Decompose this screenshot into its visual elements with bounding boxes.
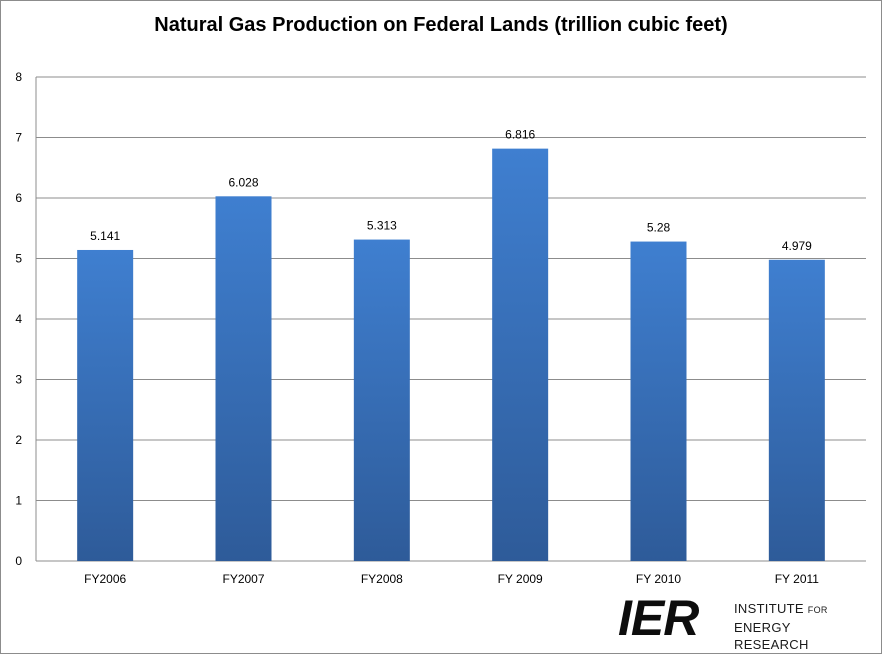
x-tick-label: FY2007 bbox=[222, 572, 264, 586]
y-tick-label: 7 bbox=[15, 131, 22, 145]
logo-line1-small: FOR bbox=[807, 605, 828, 615]
logo-line1-big: INSTITUTE bbox=[734, 601, 804, 616]
y-tick-label: 6 bbox=[15, 191, 22, 205]
bar bbox=[77, 249, 134, 562]
y-tick-label: 5 bbox=[15, 252, 22, 266]
x-tick-label: FY 2009 bbox=[498, 572, 543, 586]
ier-logo-mark: IER bbox=[618, 590, 699, 646]
bar bbox=[492, 148, 549, 561]
data-label: 6.028 bbox=[228, 175, 258, 189]
data-label: 5.28 bbox=[647, 221, 671, 235]
y-tick-label: 8 bbox=[15, 70, 22, 84]
bar bbox=[353, 239, 410, 561]
y-tick-label: 4 bbox=[15, 312, 22, 326]
x-tick-label: FY 2011 bbox=[775, 572, 820, 586]
y-tick-label: 2 bbox=[15, 433, 22, 447]
y-tick-label: 0 bbox=[15, 554, 22, 568]
y-tick-label: 3 bbox=[15, 373, 22, 387]
y-tick-label: 1 bbox=[15, 494, 22, 508]
logo-line2: ENERGY RESEARCH bbox=[734, 620, 809, 652]
bar bbox=[768, 259, 825, 561]
x-tick-label: FY 2010 bbox=[636, 572, 681, 586]
ier-logo-text: INSTITUTE FOR ENERGY RESEARCH bbox=[734, 600, 868, 653]
data-label: 4.979 bbox=[782, 239, 812, 253]
data-label: 5.141 bbox=[90, 229, 120, 243]
chart-title: Natural Gas Production on Federal Lands … bbox=[154, 14, 728, 36]
bar bbox=[630, 241, 687, 561]
x-tick-label: FY2008 bbox=[361, 572, 403, 586]
x-tick-label: FY2006 bbox=[84, 572, 126, 586]
data-label: 5.313 bbox=[367, 219, 397, 233]
data-label: 6.816 bbox=[505, 128, 535, 142]
bar bbox=[215, 196, 272, 561]
ier-logo: IER INSTITUTE FOR ENERGY RESEARCH bbox=[618, 590, 868, 652]
